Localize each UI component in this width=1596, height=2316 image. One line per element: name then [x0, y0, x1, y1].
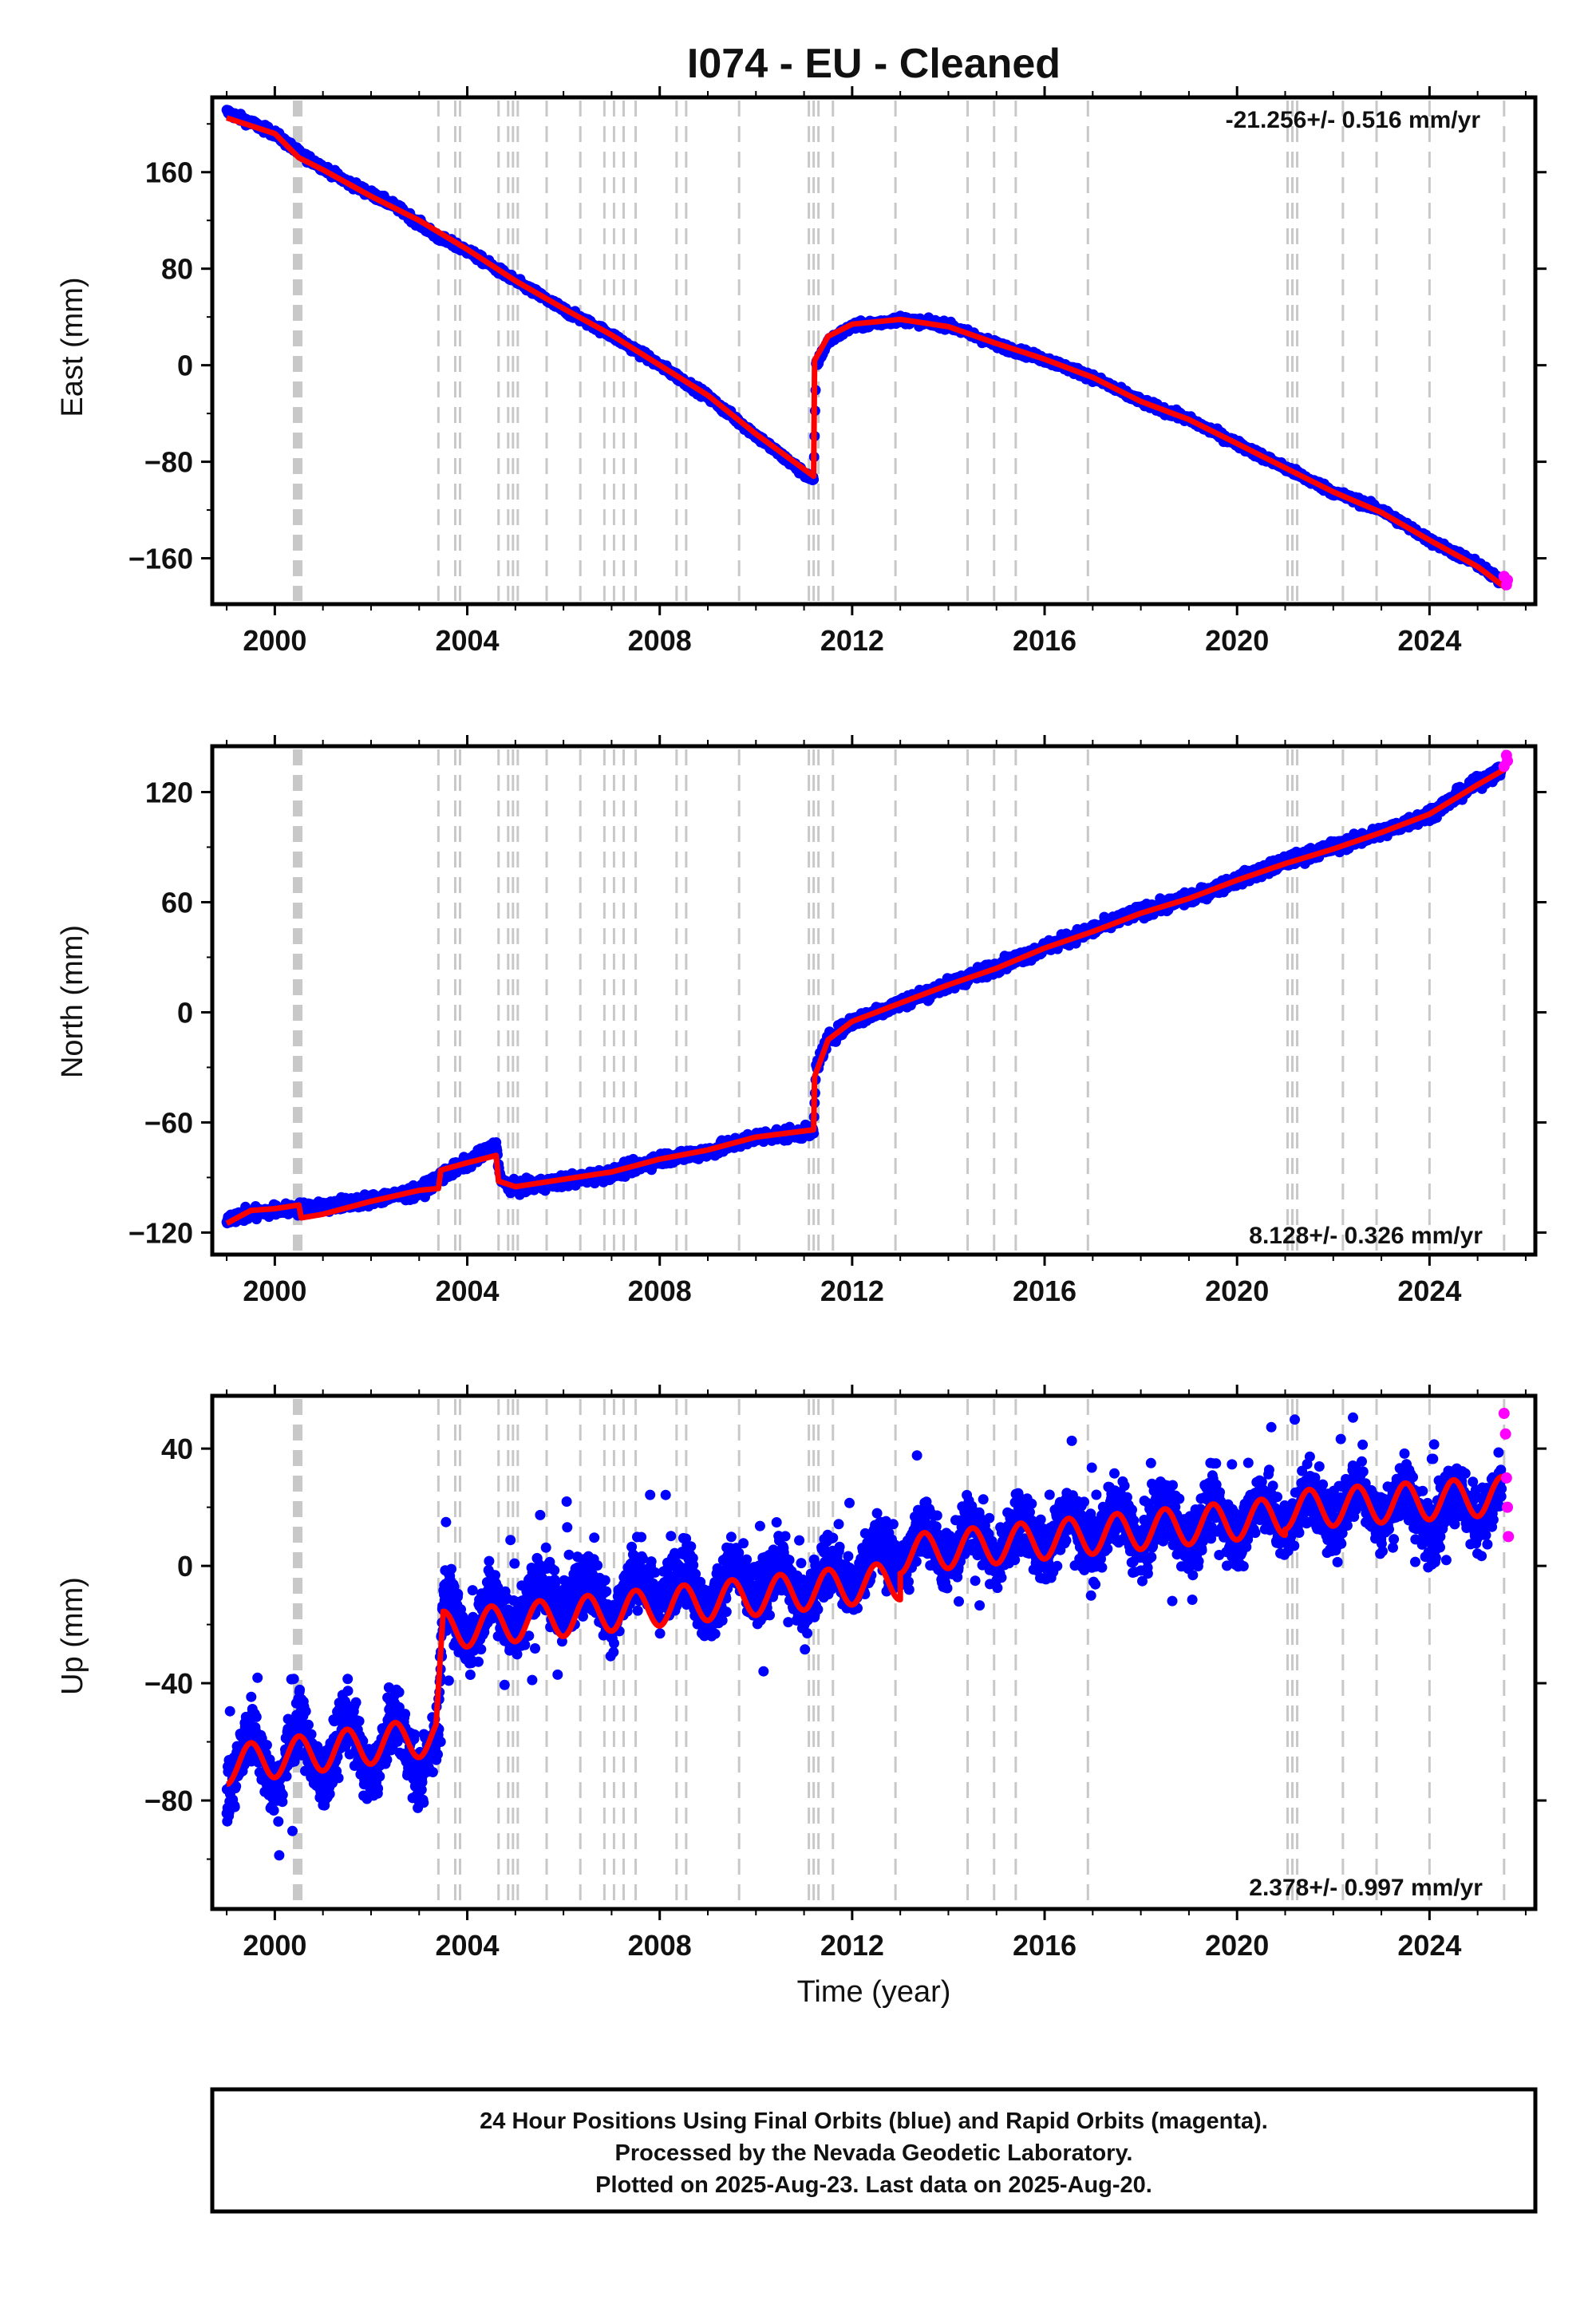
east-break-lines: [292, 101, 1506, 601]
east-model-line: [226, 115, 1508, 591]
east-x-tick-label: 2016: [1013, 624, 1077, 657]
east-x-tick-label: 2000: [243, 624, 306, 657]
east-y-tick-label: 80: [161, 253, 193, 286]
figure-title: I074 - EU - Cleaned: [687, 41, 1061, 87]
east-panel: −160 −80 0 80 160 2000 2004 2008 2012 2016 2020 202…: [128, 86, 1547, 657]
east-x-tick-label: 2004: [435, 624, 499, 657]
east-plot-area: [221, 105, 1514, 591]
east-model-curve: [226, 115, 1508, 591]
east-x-tick-label: 2024: [1397, 624, 1461, 657]
east-y-tick-label: −160: [128, 543, 193, 575]
east-rapid-orbit-points: [1498, 571, 1514, 591]
east-final-orbit-points: [221, 105, 1507, 589]
east-x-tick-label: 2008: [628, 624, 692, 657]
east-rapid-point: [1502, 574, 1514, 586]
north-plot-area: [221, 749, 1514, 1229]
east-x-tick-label: 2020: [1205, 624, 1269, 657]
east-y-tick-label: 160: [145, 156, 193, 189]
east-y-tick-label: −80: [144, 446, 193, 479]
east-x-tick-label: 2012: [820, 624, 884, 657]
east-y-tick-label: 0: [177, 350, 193, 382]
east-plot-frame: [210, 95, 1538, 607]
north-final-orbit-points: [221, 761, 1507, 1229]
